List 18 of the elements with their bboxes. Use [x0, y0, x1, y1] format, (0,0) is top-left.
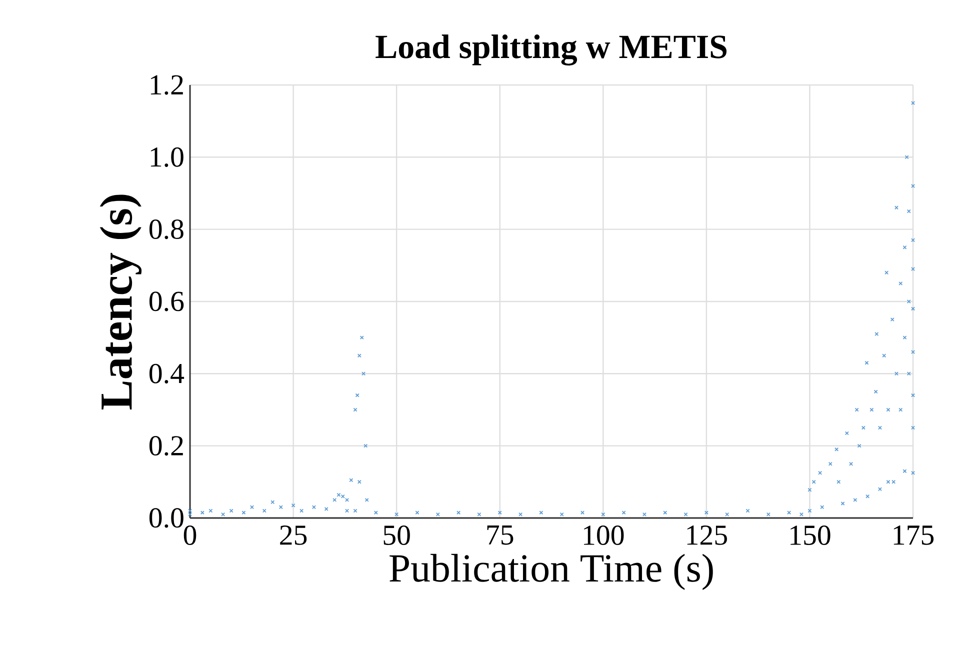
- y-tick-label: 1.0: [150, 147, 184, 167]
- x-tick-label: 25: [280, 526, 307, 545]
- x-tick-label: 150: [790, 526, 830, 545]
- chart-title: Load splitting w METIS: [376, 34, 726, 66]
- y-tick-label: 0.0: [149, 508, 184, 528]
- y-tick-label: 1.2: [150, 75, 183, 95]
- x-tick-label: 100: [584, 526, 624, 545]
- y-axis-title: Latency (s): [100, 194, 142, 410]
- x-tick-label: 125: [687, 526, 727, 545]
- y-tick-label: 0.6: [149, 292, 184, 312]
- x-tick-label: 50: [384, 526, 410, 545]
- x-tick-label: 75: [487, 526, 514, 545]
- y-tick-label: 0.2: [149, 436, 183, 456]
- y-tick-label: 0.8: [149, 220, 184, 240]
- x-tick-label: 0: [184, 526, 196, 545]
- y-tick-label: 0.4: [149, 364, 184, 384]
- x-axis-title: Publication Time (s): [390, 554, 713, 590]
- x-tick-label: 175: [894, 526, 934, 545]
